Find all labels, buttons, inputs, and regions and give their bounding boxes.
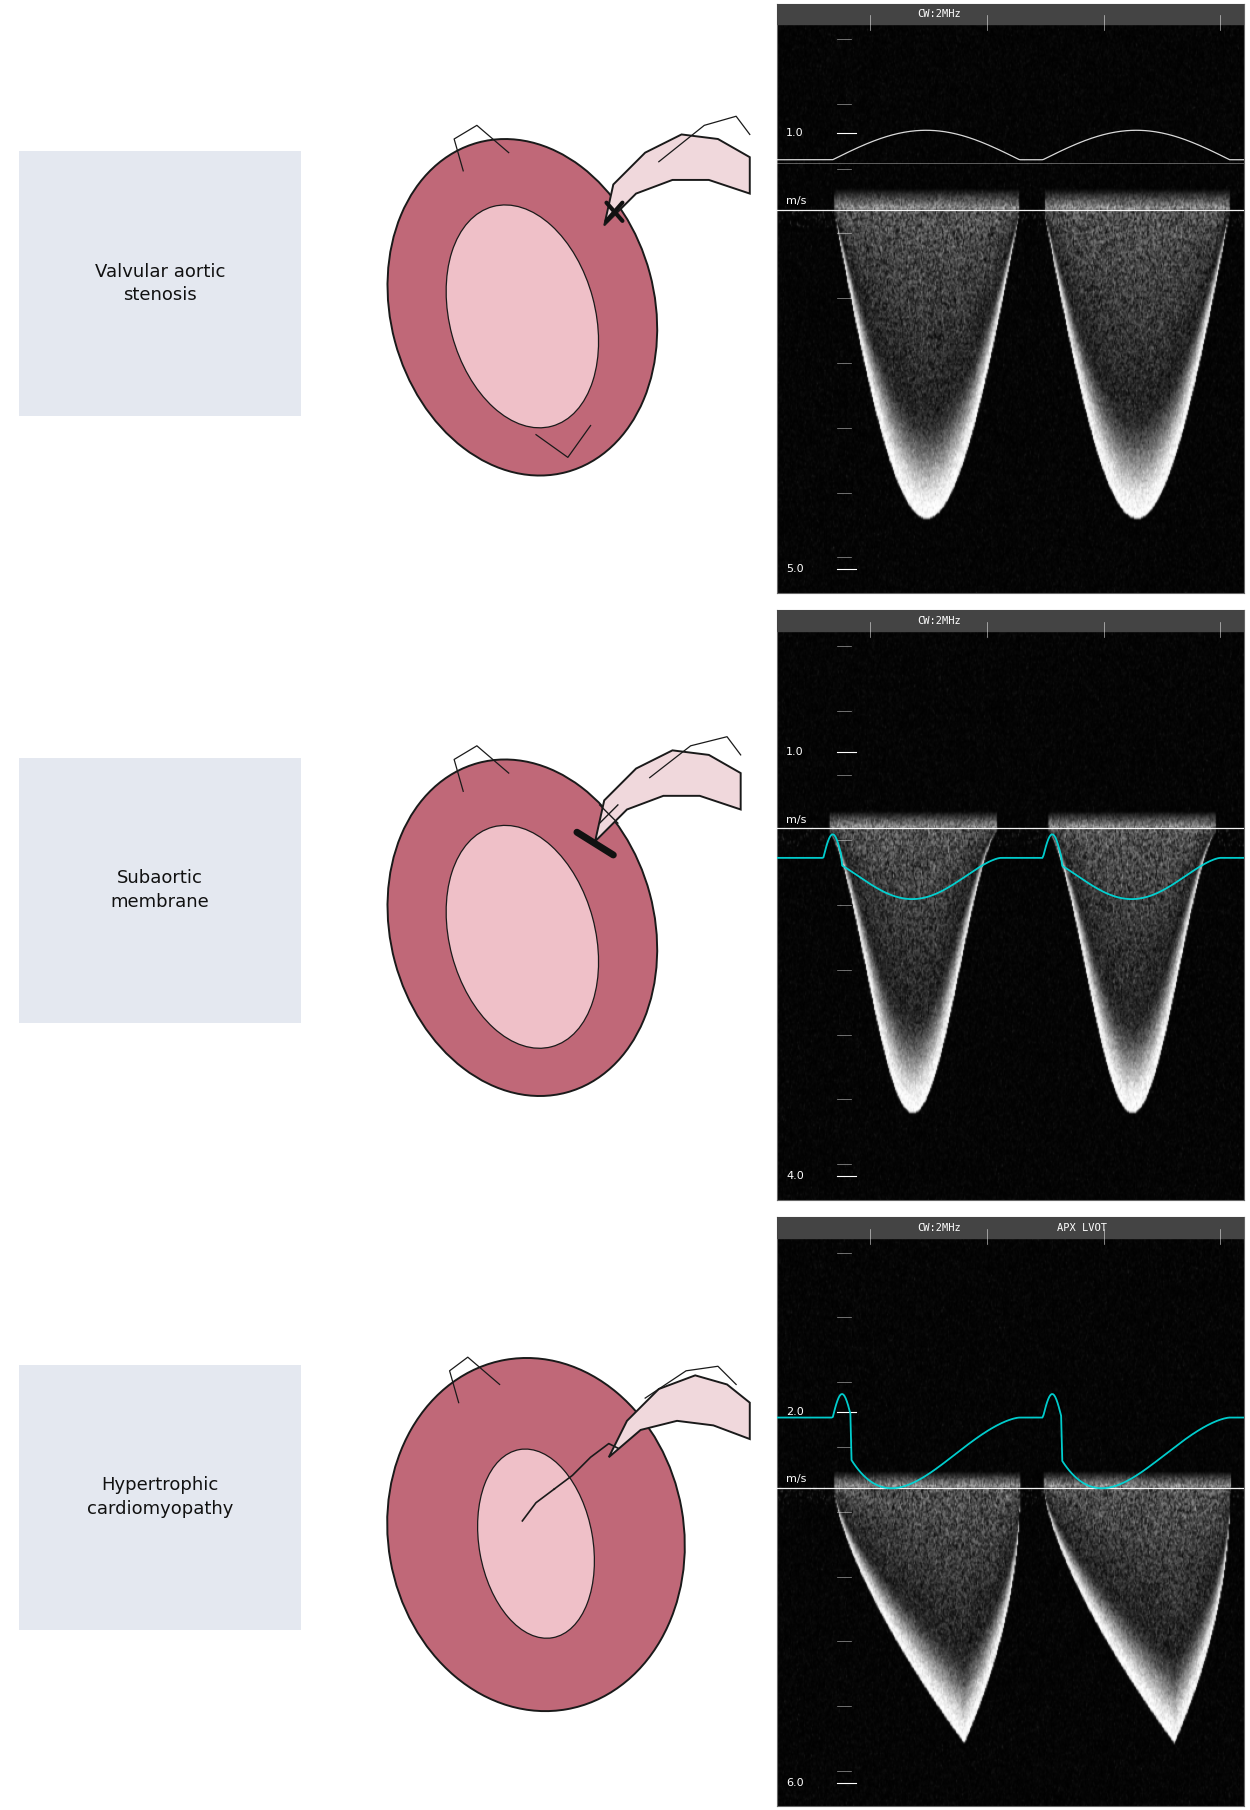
FancyBboxPatch shape	[19, 758, 301, 1023]
Ellipse shape	[446, 205, 599, 427]
Text: 1.0: 1.0	[786, 748, 804, 757]
Text: Subaortic
membrane: Subaortic membrane	[110, 869, 209, 910]
FancyBboxPatch shape	[19, 1365, 301, 1629]
Ellipse shape	[446, 825, 599, 1048]
Ellipse shape	[388, 760, 658, 1097]
Polygon shape	[604, 134, 750, 226]
Bar	[776, 4, 1244, 24]
Text: m/s: m/s	[786, 195, 806, 206]
Polygon shape	[609, 1376, 750, 1457]
Text: CW:2MHz: CW:2MHz	[916, 1224, 960, 1233]
Text: 2.0: 2.0	[786, 1406, 804, 1417]
Ellipse shape	[388, 1358, 685, 1710]
Text: m/s: m/s	[786, 814, 806, 825]
Ellipse shape	[478, 1450, 595, 1638]
Text: CW:2MHz: CW:2MHz	[916, 9, 960, 20]
Bar	[776, 1218, 1244, 1238]
Text: CW:2MHz: CW:2MHz	[916, 615, 960, 626]
FancyBboxPatch shape	[19, 150, 301, 416]
Bar	[776, 610, 1244, 632]
Ellipse shape	[388, 139, 658, 476]
Text: m/s: m/s	[786, 1475, 806, 1484]
Polygon shape	[595, 751, 741, 842]
Text: 5.0: 5.0	[786, 565, 804, 574]
Text: 4.0: 4.0	[786, 1171, 804, 1180]
Text: 1.0: 1.0	[786, 129, 804, 138]
Text: APX LVOT: APX LVOT	[1058, 1224, 1108, 1233]
Text: 6.0: 6.0	[786, 1777, 804, 1788]
Text: Hypertrophic
cardiomyopathy: Hypertrophic cardiomyopathy	[86, 1477, 232, 1519]
Text: Valvular aortic
stenosis: Valvular aortic stenosis	[95, 262, 225, 304]
